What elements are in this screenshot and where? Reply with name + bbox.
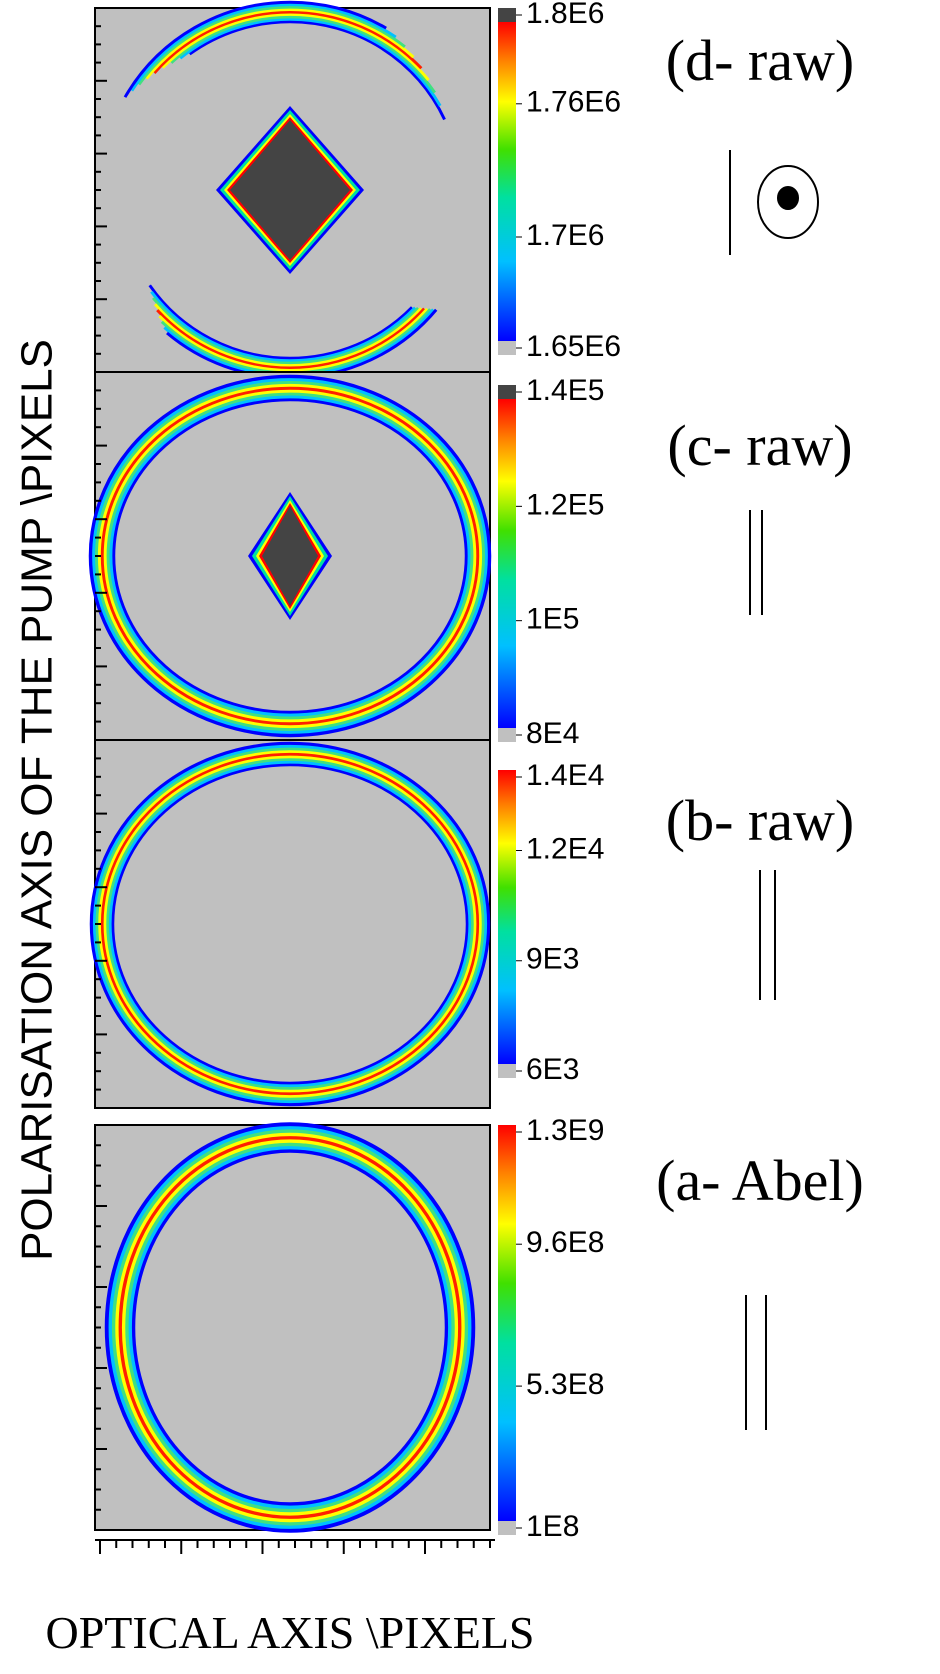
- ring: [100, 752, 480, 1096]
- ring: [104, 1122, 476, 1533]
- center-spot: [262, 506, 318, 606]
- panel-label: (d- raw): [666, 28, 854, 93]
- x-axis-label: OPTICAL AXIS \PIXELS: [46, 1607, 535, 1658]
- ring: [108, 394, 472, 718]
- ring: [88, 374, 492, 738]
- ring: [91, 377, 489, 735]
- ring: [118, 1135, 462, 1520]
- ring: [110, 12, 470, 368]
- ring: [128, 1145, 452, 1510]
- image-panel: [94, 1124, 491, 1531]
- ring: [131, 1148, 449, 1507]
- ring: [103, 389, 477, 723]
- ring: [108, 760, 472, 1088]
- colorbar-tick-label: 9E3: [526, 943, 579, 976]
- ring: [115, 17, 465, 363]
- ring: [121, 1138, 459, 1517]
- polarisation-arrows: [729, 150, 819, 1430]
- colorbar-tick-label: 1.2E4: [526, 832, 604, 865]
- ring: [111, 397, 469, 715]
- ring: [113, 15, 467, 365]
- colorbar-ceiling: [498, 385, 516, 399]
- colorbar-tick-label: 1E5: [526, 603, 579, 636]
- ring: [103, 755, 477, 1093]
- panel-label: (b- raw): [666, 788, 854, 853]
- colorbar-floor: [498, 1521, 516, 1535]
- ring: [108, 10, 472, 370]
- colorbar-ceiling: [498, 8, 516, 22]
- colorbar-floor: [498, 1064, 516, 1078]
- colorbar-floor: [498, 341, 516, 355]
- colorbar-tick-label: 8E4: [526, 717, 579, 750]
- panel-label: (c- raw): [667, 413, 852, 478]
- ring: [105, 757, 475, 1091]
- colorbar: [498, 22, 516, 341]
- colorbar: [498, 770, 516, 1064]
- colorbar-tick-label: 5.3E8: [526, 1368, 604, 1401]
- ring: [100, 386, 480, 726]
- ring: [124, 1142, 456, 1513]
- colorbar-tick-label: 1.76E6: [526, 86, 621, 119]
- colorbar-tick-label: 6E3: [526, 1053, 579, 1086]
- colorbar-tick-label: 1.65E6: [526, 330, 621, 363]
- colorbar-tick-label: 9.6E8: [526, 1226, 604, 1259]
- ring: [106, 8, 474, 372]
- colorbar-tick-label: 1E8: [526, 1510, 579, 1543]
- ring: [118, 20, 462, 360]
- ring: [114, 1132, 466, 1523]
- ring: [111, 1128, 469, 1527]
- y-axis-label: POLARISATION AXIS OF THE PUMP \PIXELS: [13, 339, 62, 1261]
- colorbar-tick-label: 1.3E9: [526, 1114, 604, 1147]
- ring: [108, 1125, 472, 1530]
- colorbar-floor: [498, 728, 516, 742]
- colorbar-tick-label: 1.8E6: [526, 0, 604, 30]
- colorbar-tick-label: 1.4E5: [526, 374, 604, 407]
- ring: [111, 763, 469, 1085]
- panel-label: (a- Abel): [656, 1148, 864, 1213]
- ring: [92, 744, 488, 1104]
- colorbar-tick-label: 1.2E5: [526, 488, 604, 521]
- colorbar: [498, 399, 516, 728]
- colorbar-tick-label: 1.7E6: [526, 219, 604, 252]
- colorbar: [498, 1125, 516, 1521]
- center-spot: [230, 120, 350, 260]
- colorbar-tick-label: 1.4E4: [526, 759, 604, 792]
- ring: [89, 741, 491, 1107]
- ring: [106, 392, 474, 720]
